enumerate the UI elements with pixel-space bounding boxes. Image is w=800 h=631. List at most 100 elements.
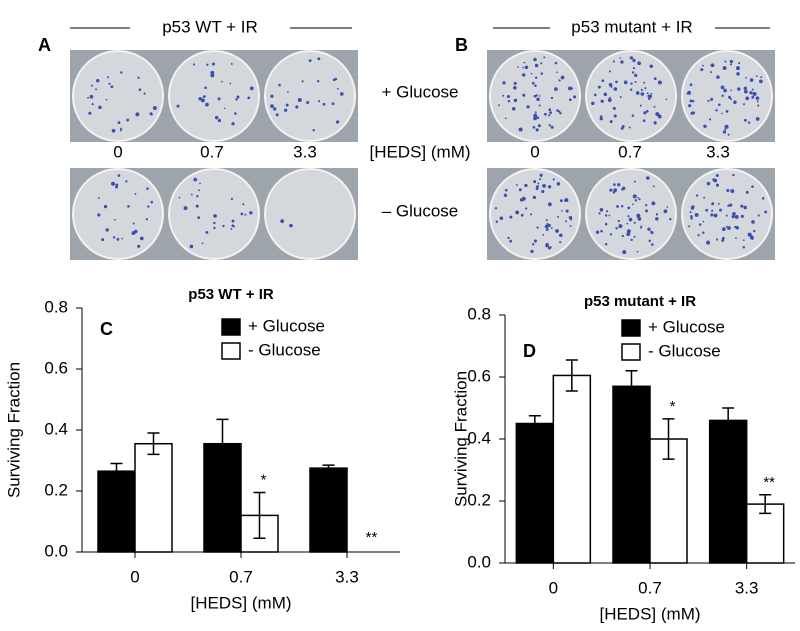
- colony: [234, 112, 237, 115]
- colony: [301, 80, 304, 83]
- colony: [523, 61, 526, 64]
- colony: [612, 60, 615, 63]
- y-tick-label: 0.6: [44, 358, 68, 377]
- colony: [715, 238, 719, 241]
- colony: [632, 203, 634, 206]
- colony: [547, 185, 552, 189]
- colony: [631, 71, 635, 74]
- colony: [550, 96, 554, 100]
- colony: [650, 243, 654, 246]
- colony: [655, 217, 659, 221]
- colony: [334, 77, 338, 81]
- colony: [550, 125, 554, 129]
- y-tick-label: 0.8: [44, 297, 68, 316]
- error-bar: [565, 359, 578, 392]
- colony: [665, 98, 668, 101]
- error-bar: [625, 370, 638, 403]
- colony: [723, 88, 727, 93]
- colony: [628, 126, 631, 129]
- colony: [547, 202, 552, 207]
- colony: [511, 106, 516, 111]
- legend-swatch: [621, 343, 641, 361]
- colony: [101, 238, 105, 242]
- colony: [751, 88, 754, 91]
- colony: [640, 225, 643, 228]
- chart-title: p53 mutant + IR: [584, 293, 696, 310]
- colony: [627, 215, 630, 218]
- colony: [222, 224, 225, 228]
- colony: [640, 92, 645, 96]
- y-tick-label: 0.0: [467, 552, 491, 571]
- colony: [749, 78, 754, 82]
- colony: [536, 97, 540, 102]
- panel-letter: C: [100, 319, 113, 339]
- colony: [537, 182, 540, 185]
- colony: [515, 184, 518, 186]
- colony: [755, 75, 758, 78]
- colony: [712, 178, 716, 182]
- colony: [506, 95, 510, 98]
- colony: [742, 246, 746, 249]
- colony: [549, 111, 553, 115]
- colony: [198, 96, 202, 101]
- colony: [727, 133, 730, 136]
- colony: [533, 116, 537, 121]
- dose: 0.7: [618, 142, 642, 161]
- colony: [655, 213, 659, 216]
- colony: [607, 98, 612, 102]
- colony: [531, 81, 535, 85]
- colony: [513, 81, 517, 85]
- colony: [178, 196, 181, 199]
- colony: [645, 209, 648, 213]
- bar: [97, 470, 136, 553]
- colony: [522, 73, 526, 77]
- colony: [663, 209, 668, 214]
- colony: [730, 189, 735, 193]
- colony: [217, 97, 221, 101]
- x-axis-label: [HEDS] (mM): [190, 593, 291, 612]
- colony: [235, 98, 238, 101]
- colony: [548, 114, 551, 117]
- colony: [626, 222, 629, 225]
- colony: [318, 100, 321, 103]
- colony: [605, 210, 608, 213]
- colony: [556, 71, 558, 74]
- colony: [622, 250, 627, 255]
- colony: [559, 241, 562, 244]
- colony: [125, 180, 128, 183]
- colony: [147, 205, 150, 208]
- colony: [730, 89, 732, 92]
- dose: 3.3: [706, 142, 730, 161]
- colony: [609, 188, 613, 192]
- colony: [229, 82, 232, 85]
- colony: [689, 211, 692, 214]
- colony: [152, 106, 157, 110]
- colony: [724, 124, 729, 129]
- colony: [695, 194, 699, 197]
- colony: [316, 79, 320, 83]
- colony: [518, 188, 522, 192]
- panel-letter: A: [38, 35, 51, 55]
- colony: [545, 228, 549, 231]
- significance: *: [670, 398, 676, 415]
- colony: [638, 198, 641, 201]
- error-bar: [253, 491, 266, 540]
- colony: [504, 188, 508, 192]
- colony: [336, 120, 340, 124]
- colony: [534, 63, 539, 68]
- colony: [526, 105, 530, 109]
- colony: [517, 66, 519, 68]
- colony: [522, 66, 524, 69]
- colony: [717, 202, 720, 205]
- colony: [97, 213, 101, 217]
- colony: [548, 108, 552, 112]
- colony: [720, 85, 725, 90]
- colony: [146, 187, 149, 190]
- dish: [681, 50, 773, 142]
- colony: [719, 208, 722, 212]
- colony: [752, 92, 757, 96]
- panel-title: p53 WT + IR: [162, 17, 258, 36]
- colony: [533, 113, 538, 118]
- colony: [609, 120, 613, 124]
- colony: [295, 105, 299, 109]
